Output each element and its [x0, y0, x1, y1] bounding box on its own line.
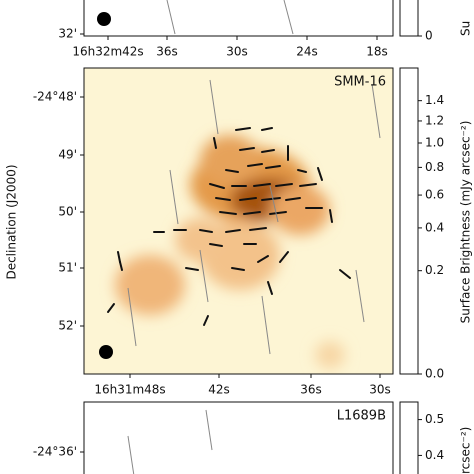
- colorbar-label: Surface Brightness (mJy arcsec⁻²): [459, 121, 473, 324]
- x-tick-label: 36s: [300, 383, 322, 397]
- colorbar-tick-label: 1.0: [425, 136, 444, 150]
- x-tick-label: 42s: [208, 383, 230, 397]
- y-tick-label: -24°48': [33, 90, 77, 104]
- colorbar-tick-label: 0.0: [425, 367, 444, 381]
- y-tick-label: 50': [58, 205, 77, 219]
- colorbar-tick-label: 0.2: [425, 263, 444, 277]
- x-tick-label: 30s: [369, 383, 391, 397]
- y-tick-label: -24°36': [33, 445, 77, 459]
- y-tick-label: 51': [58, 261, 77, 275]
- colorbar-tick-label: 0.6: [425, 188, 444, 202]
- x-tick-label: 16h32m42s: [72, 45, 143, 59]
- x-tick-label: 16h31m48s: [94, 383, 165, 397]
- beam: [99, 345, 113, 359]
- vector: [166, 0, 176, 35]
- vector: [205, 409, 213, 451]
- vector: [127, 435, 135, 474]
- y-axis-label: Declination (J2000): [5, 164, 19, 279]
- colorbar-tick-label: 0.5: [425, 412, 444, 426]
- x-tick-label: 36s: [156, 45, 178, 59]
- y-tick-label: 49': [58, 148, 77, 162]
- emission-map: [115, 135, 345, 369]
- colorbar-tick-label: 0.8: [425, 160, 444, 174]
- colorbar: [399, 67, 419, 375]
- vector: [283, 0, 294, 35]
- beam: [97, 12, 111, 26]
- colorbar-tick-label: 1.4: [425, 93, 444, 107]
- colorbar: [399, 0, 419, 37]
- panel-frame: [83, 67, 394, 375]
- y-tick-label: 32': [58, 27, 77, 41]
- colorbar-tick-label: 0.4: [425, 220, 444, 234]
- grey-vectors: [127, 79, 381, 355]
- colorbar-label: rcsec⁻²): [459, 427, 473, 474]
- x-tick-label: 30s: [226, 45, 248, 59]
- panel-label: SMM-16: [334, 75, 386, 90]
- colorbar-label: Su: [459, 21, 473, 36]
- colorbar-tick-label: 1.2: [425, 113, 444, 127]
- colorbar-tick-label: 0.4: [425, 448, 444, 462]
- y-tick-label: 52': [58, 319, 77, 333]
- polarization-vectors: [107, 127, 351, 326]
- x-tick-label: 24s: [296, 45, 318, 59]
- panel-label: L1689B: [337, 409, 386, 424]
- x-tick-label: 18s: [366, 45, 388, 59]
- panel-frame: [83, 401, 394, 474]
- panel-frame: [83, 0, 394, 37]
- colorbar: [399, 401, 419, 474]
- colorbar-tick-label: 0: [425, 29, 433, 43]
